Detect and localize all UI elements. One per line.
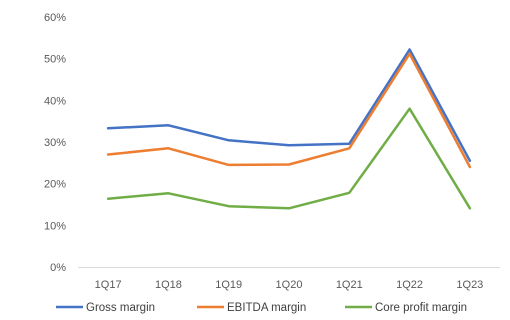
x-tick-label: 1Q22 [396,279,423,291]
legend-label: Core profit margin [375,302,467,314]
legend-label: Gross margin [86,302,155,314]
y-tick-label: 20% [44,179,66,191]
series-line-0 [106,48,472,163]
x-tick-label: 1Q20 [276,279,303,291]
y-tick-label: 30% [44,137,66,149]
legend: Gross margin EBITDA margin Core profit mar… [56,302,467,314]
y-tick-label: 0% [50,262,66,274]
x-tick-label: 1Q17 [95,279,122,291]
y-tick-label: 60% [44,12,66,24]
x-tick-label: 1Q23 [456,279,483,291]
y-tick-label: 50% [44,54,66,66]
series-line-1 [106,52,472,169]
x-tick-label: 1Q21 [336,279,363,291]
y-axis: 0% 10% 20% 30% 40% 50% 60% [44,12,66,274]
x-axis: 1Q17 1Q18 1Q19 1Q20 1Q21 1Q22 1Q23 [95,279,484,291]
plot-area [106,48,472,210]
x-tick-label: 1Q19 [215,279,242,291]
y-tick-label: 40% [44,95,66,107]
x-tick-label: 1Q18 [155,279,182,291]
series-line-2 [106,107,472,210]
y-tick-label: 10% [44,220,66,232]
legend-label: EBITDA margin [227,302,306,314]
